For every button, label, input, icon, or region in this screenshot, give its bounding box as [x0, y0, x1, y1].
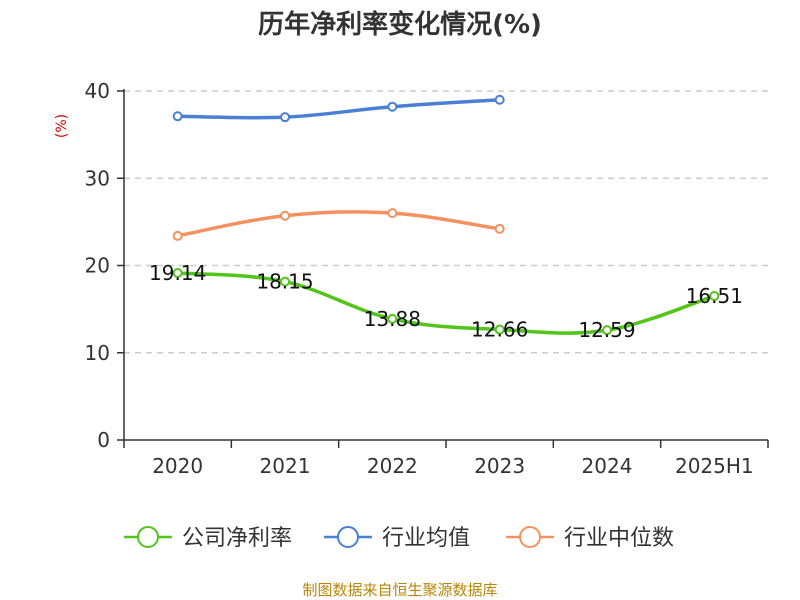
data-point [494, 324, 505, 335]
y-tick-label: 30 [85, 166, 110, 190]
data-label: 13.88 [364, 307, 421, 331]
axes [117, 89, 769, 448]
series-line [175, 97, 502, 120]
x-tick-label: 2021 [260, 454, 311, 478]
data-point [494, 94, 505, 105]
x-tick-label: 2024 [582, 454, 633, 478]
data-point [172, 268, 183, 279]
legend: 公司净利率 行业均值 行业中位数 [124, 526, 674, 551]
data-label: 19.14 [149, 261, 206, 285]
data-point [387, 208, 398, 219]
legend-marker [137, 526, 159, 548]
legend-label: 行业均值 [382, 526, 470, 551]
data-label: 12.66 [471, 318, 528, 342]
source-note: 制图数据来自恒生聚源数据库 [302, 581, 497, 599]
data-label: 18.15 [256, 270, 313, 294]
series-line [175, 271, 717, 335]
data-point [172, 230, 183, 241]
data-label: 16.51 [686, 284, 743, 308]
data-point [280, 276, 290, 287]
x-tick-label: 2023 [474, 454, 525, 478]
data-point [280, 210, 290, 221]
chart-title: 历年净利率变化情况(%) [258, 9, 542, 40]
data-point [280, 112, 290, 123]
y-tick-label: 10 [85, 341, 110, 365]
data-point [172, 111, 183, 122]
legend-label: 公司净利率 [182, 526, 292, 551]
y-tick-label: 0 [97, 428, 110, 452]
series-group [172, 94, 720, 336]
data-point [709, 290, 720, 301]
data-point [494, 223, 505, 234]
data-point [387, 101, 398, 112]
data-label: 12.59 [578, 318, 635, 342]
x-tick-label: 2022 [367, 454, 418, 478]
data-point [602, 325, 612, 336]
y-tick-labels: 0 10 20 30 40 [85, 79, 110, 452]
legend-label: 行业中位数 [564, 526, 674, 551]
data-labels: 19.14 18.15 13.88 12.66 12.59 16.51 [149, 261, 743, 342]
y-tick-label: 20 [85, 254, 110, 278]
data-point [387, 313, 398, 324]
series-line [175, 210, 502, 238]
grid-lines [124, 90, 768, 354]
y-axis-label: (%) [54, 114, 70, 138]
legend-marker [337, 526, 359, 548]
x-tick-label: 2020 [152, 454, 203, 478]
y-tick-label: 40 [85, 79, 110, 103]
legend-marker [519, 526, 541, 548]
x-tick-labels: 2020 2021 2022 2023 2024 2025H1 [152, 454, 753, 478]
x-tick-label: 2025H1 [675, 454, 754, 478]
